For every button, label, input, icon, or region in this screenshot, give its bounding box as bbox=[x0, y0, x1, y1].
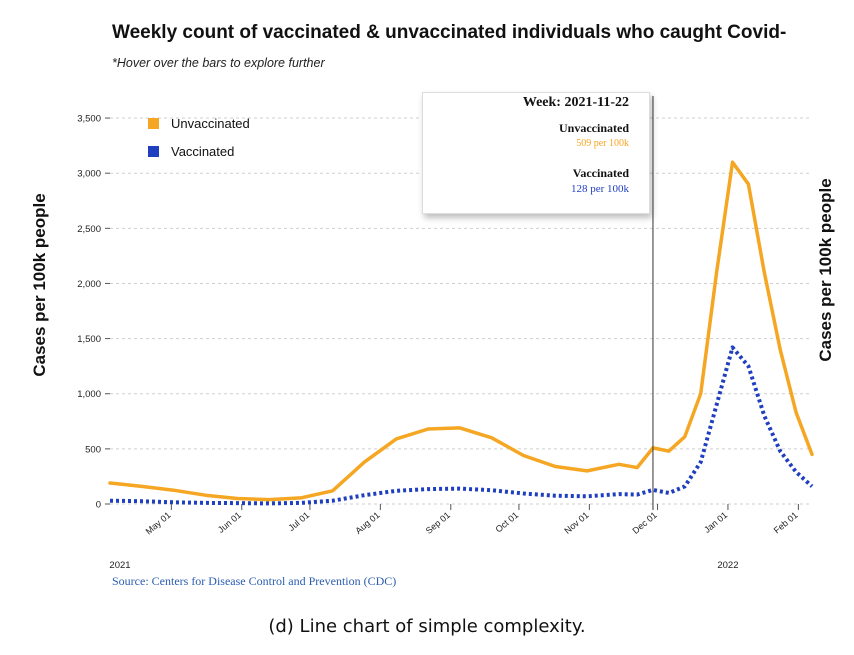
y-tick-label: 3,000 bbox=[77, 169, 101, 180]
legend-label-vaccinated: Vaccinated bbox=[171, 143, 235, 159]
legend-swatch-vaccinated bbox=[148, 145, 159, 157]
x-tick-label: Aug 01 bbox=[353, 510, 381, 536]
line-chart[interactable]: May 01 Jun 01 Jul 01 Aug 01 Sep 01 Oct 01 Nov … bbox=[0, 0, 854, 600]
x-tick-label: Jan 01 bbox=[702, 510, 729, 535]
tooltip-vaccinated-label: Vaccinated bbox=[572, 166, 629, 180]
chart-title: Weekly count of vaccinated & unvaccinate… bbox=[112, 22, 787, 43]
y-axis: 0 500 1,000 1,500 2,000 2,500 3,000 3,500 bbox=[77, 114, 110, 511]
hover-tooltip: Week: 2021-11-22 Unvaccinated 509 per 10… bbox=[422, 92, 650, 214]
figure-caption: (d) Line chart of simple complexity. bbox=[268, 616, 586, 637]
chart-area: Weekly count of vaccinated & unvaccinate… bbox=[0, 0, 854, 600]
x-tick-label: Oct 01 bbox=[493, 510, 520, 535]
tooltip-week: Week: 2021-11-22 bbox=[522, 95, 629, 110]
y-tick-label: 3,500 bbox=[77, 114, 101, 125]
x-tick-label: Sep 01 bbox=[424, 510, 452, 536]
source-note[interactable]: Source: Centers for Disease Control and … bbox=[112, 574, 397, 588]
y-tick-label: 1,000 bbox=[77, 389, 101, 400]
legend-item-unvaccinated[interactable]: Unvaccinated bbox=[148, 115, 250, 131]
series-line-vaccinated bbox=[109, 345, 814, 506]
legend-label-unvaccinated: Unvaccinated bbox=[171, 115, 250, 131]
y-tick-label: 2,000 bbox=[77, 279, 101, 290]
x-tick-label: Jun 01 bbox=[216, 510, 243, 535]
legend-swatch-unvaccinated bbox=[148, 117, 159, 129]
y-tick-label: 2,500 bbox=[77, 224, 101, 235]
x-tick-label: Nov 01 bbox=[562, 510, 590, 536]
x-tick-label: May 01 bbox=[144, 510, 173, 537]
y-tick-label: 500 bbox=[85, 444, 101, 455]
y-tick-label: 1,500 bbox=[77, 334, 101, 345]
x-axis: May 01 Jun 01 Jul 01 Aug 01 Sep 01 Oct 01 Nov … bbox=[109, 504, 800, 571]
tooltip-vaccinated-value: 128 per 100k bbox=[570, 183, 629, 195]
y-tick-label: 0 bbox=[96, 500, 101, 511]
series-lines[interactable] bbox=[108, 160, 814, 506]
x-tick-label: Feb 01 bbox=[772, 510, 800, 536]
x-year-label: 2022 bbox=[717, 560, 738, 571]
x-tick-label: Jul 01 bbox=[286, 510, 311, 533]
x-tick-label: Dec 01 bbox=[631, 510, 659, 536]
series-line-unvaccinated bbox=[108, 160, 814, 502]
tooltip-unvaccinated-value: 509 per 100k bbox=[576, 138, 629, 149]
chart-subtitle: *Hover over the bars to explore further bbox=[112, 56, 325, 70]
legend-item-vaccinated[interactable]: Vaccinated bbox=[148, 143, 234, 159]
x-year-label: 2021 bbox=[109, 560, 130, 571]
tooltip-unvaccinated-label: Unvaccinated bbox=[559, 121, 629, 135]
